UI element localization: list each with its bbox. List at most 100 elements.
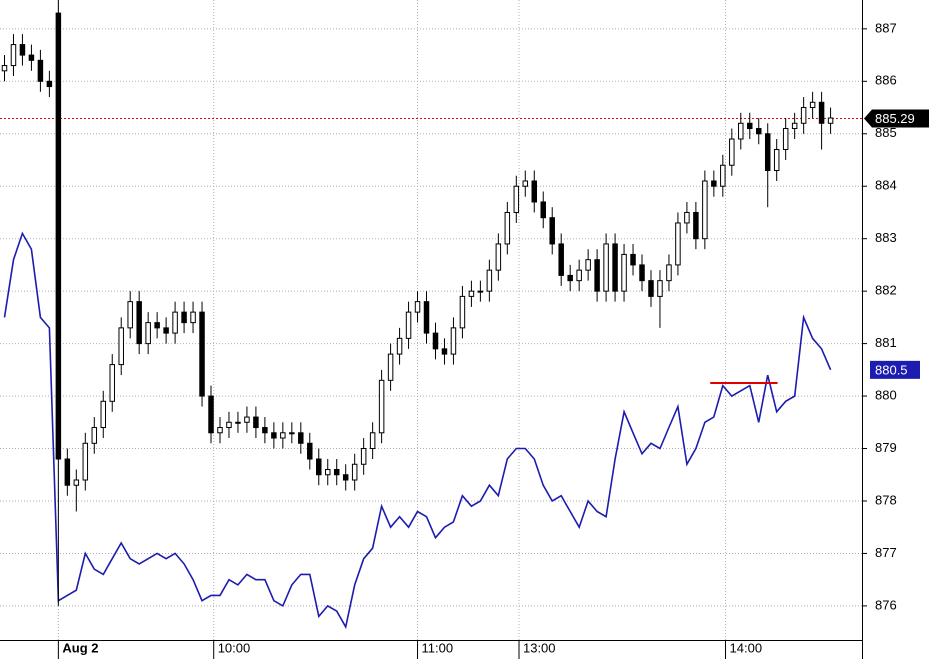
candle-body [109,364,115,402]
candle-body [136,301,142,345]
candle-body [91,427,98,444]
candle-body [513,185,520,213]
y-tick-label: 878 [875,492,897,507]
candle-body [55,12,62,460]
candle-body [396,337,403,355]
candle-body [64,458,71,486]
candle-body [10,44,17,67]
candle-body [226,421,232,429]
candle-body [486,269,493,292]
candle-body [154,322,160,329]
y-tick-label: 881 [875,335,897,350]
y-tick-label: 876 [875,597,897,612]
candle-body [289,432,295,435]
candle-body [46,80,53,88]
candle-body [163,327,169,334]
candle-body [603,243,609,292]
candle-body [181,311,187,324]
candle-body [764,133,771,171]
candle-body [244,416,250,423]
candle-body [720,164,726,187]
line-label: 880.5 [875,362,908,377]
candle-body [773,149,780,171]
candle-body [711,180,717,187]
candle-body [621,253,627,292]
candle-body [432,332,439,350]
candle-body [755,128,762,135]
candle-body [684,211,690,224]
candle-body [809,101,816,109]
candle-body [405,311,412,339]
candle-body [800,107,807,124]
line-series [3,231,832,630]
candle-body [791,122,798,130]
candle-body [307,442,313,460]
candle-body [531,180,538,203]
candle-body [387,353,394,381]
candle-body [693,211,699,240]
candle-body [675,222,681,266]
candle-body [100,400,107,429]
candle-body [827,117,834,124]
candle-body [378,379,385,434]
y-tick-label: 883 [875,230,897,245]
y-tick-label: 885 [875,125,897,140]
candle-body [342,474,349,481]
price-label-box [864,109,929,128]
candle-body [190,311,196,324]
candle-body [280,432,286,439]
y-tick-label: 884 [875,178,897,193]
candle-body [540,201,546,219]
candle-body [217,427,223,434]
candle-body [818,101,825,124]
candle-body [414,301,421,313]
candle-body [612,243,618,292]
candle-body [423,301,430,334]
candle-body [729,138,735,166]
candle-body [253,416,259,429]
price-label: 885.29 [875,111,915,126]
x-tick-label: Aug 2 [62,640,98,655]
y-tick-label: 879 [875,440,897,455]
candle-body [351,463,358,481]
x-tick-label: 13:00 [523,640,556,655]
candle-body [73,479,80,486]
y-tick-label: 887 [875,20,897,35]
candle-body [468,290,475,297]
candle-body [1,65,8,72]
candle-body [639,264,645,282]
candle-body [172,311,178,334]
candle-body [235,421,241,424]
candle-body [782,128,789,151]
y-tick-label: 877 [875,545,897,560]
candle-body [576,269,582,282]
candle-body [208,395,214,434]
candle-body [549,217,555,245]
candle-body [127,301,133,329]
candle-body [702,180,708,240]
y-tick-label: 882 [875,283,897,298]
candle-body [504,211,511,245]
candle-body [145,322,151,345]
candle-body [37,59,44,82]
candle-body [648,280,654,297]
candle-body [28,54,35,61]
candle-body [522,180,529,187]
x-tick-label: 11:00 [422,640,454,655]
candle-body [477,290,484,293]
candle-body [316,458,322,476]
y-tick-label: 880 [875,388,897,403]
candle-body [747,122,753,130]
line-label-box [870,360,920,379]
candle-body [324,469,331,476]
x-tick-label: 10:00 [218,640,251,655]
candle-body [666,264,672,282]
candle-body [558,243,564,276]
candle-body [262,427,268,434]
candle-body [657,280,663,297]
x-tick-label: 14:00 [730,640,763,655]
candle-body [585,259,591,271]
